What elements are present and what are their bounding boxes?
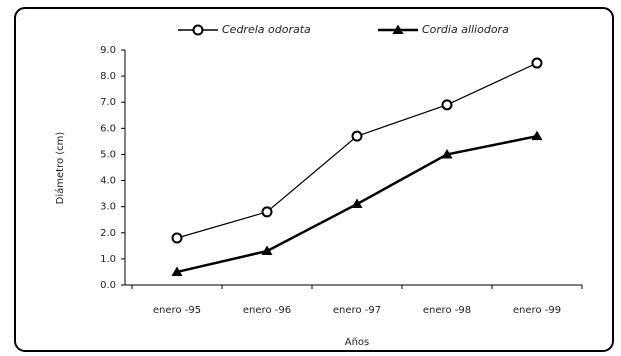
x-tick-label: enero -96 [243, 305, 291, 316]
y-tick-label: 5.0 [100, 149, 116, 160]
y-axis-title: Diámetro (cm) [54, 132, 66, 205]
x-tick-label: enero -95 [153, 305, 201, 316]
y-tick-label: 1.0 [100, 254, 116, 265]
x-axis-title: Años [345, 337, 370, 348]
x-tick-label: enero -97 [333, 305, 381, 316]
data-point [261, 206, 273, 218]
x-tick-label: enero -99 [513, 305, 561, 316]
y-tick-label: 2.0 [100, 228, 116, 239]
y-tick-label: 7.0 [100, 97, 116, 108]
data-point [441, 99, 453, 111]
data-point [531, 57, 543, 69]
data-point [441, 148, 453, 159]
data-point [351, 198, 363, 209]
y-tick-label: 8.0 [100, 71, 116, 82]
legend-marker [192, 24, 204, 36]
data-point [171, 266, 183, 276]
y-tick-label: 3.0 [100, 202, 116, 213]
y-tick-label: 0.0 [100, 280, 116, 291]
legend-label: Cedrela odorata [222, 23, 311, 36]
legend-marker [392, 24, 404, 34]
legend-label: Cordia alliodora [422, 23, 509, 36]
x-tick-label: enero -98 [423, 305, 471, 316]
data-point [531, 130, 543, 141]
y-tick-label: 4.0 [100, 176, 116, 187]
data-point [261, 245, 273, 256]
data-point [171, 232, 183, 244]
y-tick-label: 9.0 [100, 45, 116, 56]
y-tick-label: 6.0 [100, 123, 116, 134]
chart-frame [14, 7, 614, 352]
data-point [351, 130, 363, 142]
